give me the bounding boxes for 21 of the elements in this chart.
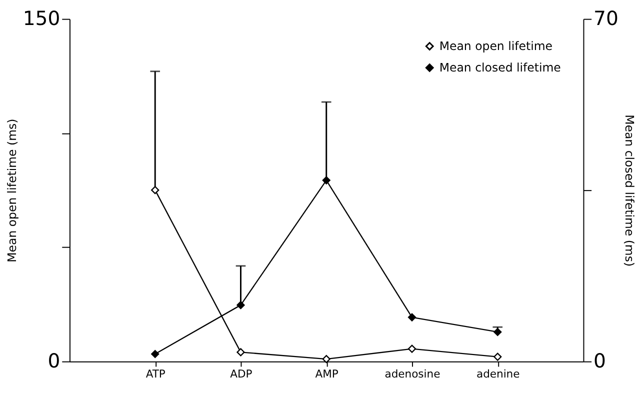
y-axis-title: Mean open lifetime (ms) xyxy=(4,118,19,262)
point xyxy=(236,348,245,356)
point xyxy=(151,186,160,194)
y2-axis-title: Mean closed lifetime (ms) xyxy=(622,114,636,267)
point xyxy=(408,313,416,322)
point xyxy=(322,176,330,184)
point xyxy=(151,350,160,358)
point xyxy=(322,355,330,364)
y-tick-label: 150 xyxy=(22,7,60,30)
x-tick-label: AMP xyxy=(315,367,339,380)
legend-label: Mean closed lifetime xyxy=(439,60,561,75)
x-tick-label: adenosine xyxy=(384,367,441,380)
x-tick-label: adenine xyxy=(476,367,520,380)
point xyxy=(494,352,502,361)
point xyxy=(236,301,245,310)
y2-tick-label: 70 xyxy=(594,7,618,30)
x-tick-label: ATP xyxy=(146,367,166,380)
legend-label: Mean open lifetime xyxy=(439,39,552,54)
y2-tick-label: 0 xyxy=(594,350,606,373)
point xyxy=(408,344,416,353)
x-tick-label: ADP xyxy=(230,367,253,380)
